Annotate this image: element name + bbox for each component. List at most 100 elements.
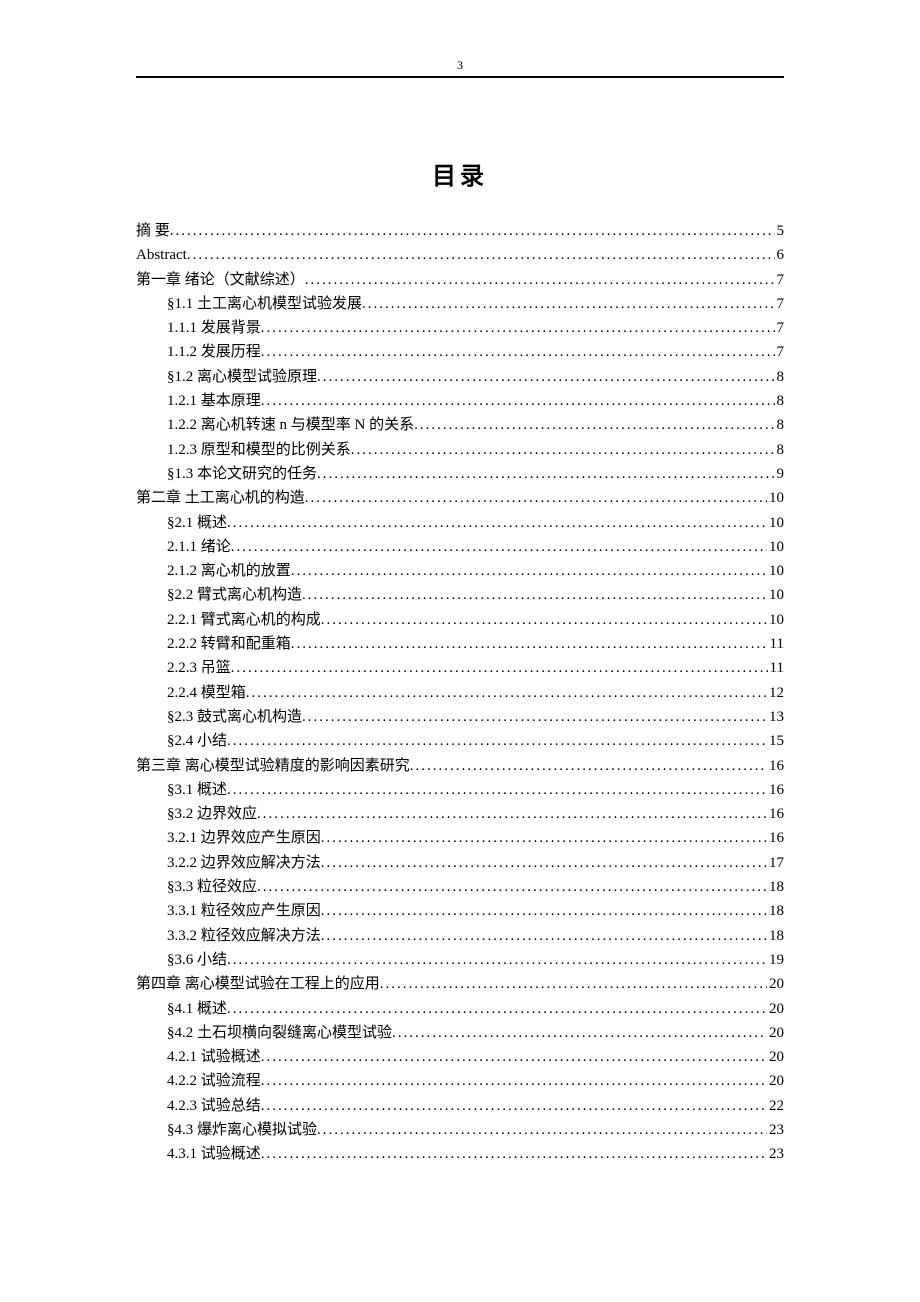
toc-entry-label: §3.1 概述	[167, 778, 227, 802]
toc-entry-label: 3.3.1 粒径效应产生原因	[167, 899, 321, 923]
toc-entry: §4.3 爆炸离心模拟试验23	[136, 1118, 784, 1142]
toc-leader-dots	[227, 729, 767, 753]
toc-entry-page: 10	[767, 535, 784, 559]
toc-entry-page: 11	[768, 632, 784, 656]
toc-entry-label: 2.2.4 模型箱	[167, 681, 246, 705]
toc-leader-dots	[231, 656, 768, 680]
toc-entry-page: 13	[767, 705, 784, 729]
toc-entry: 2.2.1 臂式离心机的构成 10	[136, 608, 784, 632]
toc-leader-dots	[261, 1094, 767, 1118]
toc-entry-page: 16	[767, 778, 784, 802]
toc-entry-page: 10	[767, 608, 784, 632]
toc-entry: 4.2.2 试验流程20	[136, 1069, 784, 1093]
toc-entry: 4.2.3 试验总结22	[136, 1094, 784, 1118]
toc-entry-page: 9	[775, 462, 785, 486]
toc-entry: 4.3.1 试验概述23	[136, 1142, 784, 1166]
toc-entry: 1.2.2 离心机转速 n 与模型率 N 的关系 8	[136, 413, 784, 437]
toc-entry: §1.1 土工离心机模型试验发展 7	[136, 292, 784, 316]
toc-leader-dots	[261, 1142, 767, 1166]
toc-leader-dots	[321, 608, 767, 632]
toc-entry: 1.1.1 发展背景7	[136, 316, 784, 340]
toc-entry-label: §4.2 土石坝横向裂缝离心模型试验	[167, 1021, 392, 1045]
toc-leader-dots	[321, 851, 767, 875]
toc-leader-dots	[302, 583, 767, 607]
toc-entry: 1.1.2 发展历程7	[136, 340, 784, 364]
toc-entry-label: 1.2.2 离心机转速 n 与模型率 N 的关系	[167, 413, 414, 437]
toc-entry-label: 4.2.1 试验概述	[167, 1045, 261, 1069]
toc-entry-label: 1.2.3 原型和模型的比例关系	[167, 438, 351, 462]
toc-leader-dots	[261, 389, 775, 413]
toc-entry-page: 20	[767, 997, 784, 1021]
toc-leader-dots	[261, 316, 775, 340]
toc-entry-page: 8	[775, 413, 785, 437]
toc-entry-label: 2.1.2 离心机的放置	[167, 559, 291, 583]
toc-entry: §3.6 小结19	[136, 948, 784, 972]
toc-entry: §2.1 概述 10	[136, 511, 784, 535]
toc-leader-dots	[227, 997, 767, 1021]
toc-entry-label: 2.2.1 臂式离心机的构成	[167, 608, 321, 632]
toc-entry-label: 4.2.2 试验流程	[167, 1069, 261, 1093]
toc-entry-label: 2.2.3 吊篮	[167, 656, 231, 680]
toc-entry-page: 18	[767, 875, 784, 899]
toc-entry: §3.1 概述 16	[136, 778, 784, 802]
toc-entry-page: 8	[775, 365, 785, 389]
toc-entry-page: 11	[768, 656, 784, 680]
toc-entry-page: 18	[767, 924, 784, 948]
toc-entry: Abstract6	[136, 243, 784, 267]
toc-entry: 3.3.1 粒径效应产生原因 18	[136, 899, 784, 923]
toc-leader-dots	[257, 802, 767, 826]
toc-entry: 2.2.3 吊篮 11	[136, 656, 784, 680]
toc-entry-page: 5	[775, 219, 785, 243]
toc-entry-page: 15	[767, 729, 784, 753]
toc-entry: §2.2 臂式离心机构造10	[136, 583, 784, 607]
toc-entry-page: 10	[767, 559, 784, 583]
toc-entry-page: 7	[775, 292, 785, 316]
toc-entry-label: §1.1 土工离心机模型试验发展	[167, 292, 362, 316]
toc-leader-dots	[317, 365, 774, 389]
toc-entry-label: 3.2.2 边界效应解决方法	[167, 851, 321, 875]
toc-entry-label: 第三章 离心模型试验精度的影响因素研究	[136, 754, 410, 778]
toc-entry-page: 12	[767, 681, 784, 705]
toc-entry-label: 第四章 离心模型试验在工程上的应用	[136, 972, 380, 996]
toc-leader-dots	[227, 511, 767, 535]
toc-entry-label: §4.1 概述	[167, 997, 227, 1021]
toc-entry-label: 1.1.1 发展背景	[167, 316, 261, 340]
toc-entry-label: §2.3 鼓式离心机构造	[167, 705, 302, 729]
toc-entry-page: 10	[767, 486, 784, 510]
toc-entry-page: 16	[767, 826, 784, 850]
toc-list: 摘 要5Abstract6第一章 绪论（文献综述）7§1.1 土工离心机模型试验…	[136, 219, 784, 1167]
toc-leader-dots	[261, 340, 775, 364]
toc-leader-dots	[302, 705, 767, 729]
toc-entry: 第三章 离心模型试验精度的影响因素研究 16	[136, 754, 784, 778]
page-content: 目录 摘 要5Abstract6第一章 绪论（文献综述）7§1.1 土工离心机模…	[136, 156, 784, 1167]
toc-entry-label: §1.2 离心模型试验原理	[167, 365, 317, 389]
toc-entry-page: 16	[767, 754, 784, 778]
toc-entry-label: 3.3.2 粒径效应解决方法	[167, 924, 321, 948]
toc-entry-page: 23	[767, 1118, 784, 1142]
toc-entry-label: §3.3 粒径效应	[167, 875, 257, 899]
toc-entry-page: 18	[767, 899, 784, 923]
toc-entry-label: 1.2.1 基本原理	[167, 389, 261, 413]
toc-leader-dots	[317, 462, 774, 486]
toc-entry-page: 20	[767, 1045, 784, 1069]
toc-leader-dots	[305, 486, 767, 510]
toc-leader-dots	[261, 1045, 767, 1069]
toc-leader-dots	[321, 924, 767, 948]
toc-entry-label: §2.1 概述	[167, 511, 227, 535]
toc-entry-label: Abstract	[136, 243, 187, 267]
toc-entry-label: 2.1.1 绪论	[167, 535, 231, 559]
toc-leader-dots	[231, 535, 767, 559]
toc-entry: §2.3 鼓式离心机构造 13	[136, 705, 784, 729]
toc-leader-dots	[362, 292, 774, 316]
toc-entry-label: 4.2.3 试验总结	[167, 1094, 261, 1118]
toc-entry-page: 16	[767, 802, 784, 826]
toc-entry-page: 10	[767, 511, 784, 535]
toc-entry-page: 19	[767, 948, 784, 972]
toc-entry: 1.2.1 基本原理8	[136, 389, 784, 413]
toc-entry-label: §2.4 小结	[167, 729, 227, 753]
toc-entry-label: §2.2 臂式离心机构造	[167, 583, 302, 607]
toc-leader-dots	[351, 438, 775, 462]
toc-leader-dots	[291, 632, 768, 656]
toc-entry: 1.2.3 原型和模型的比例关系8	[136, 438, 784, 462]
toc-leader-dots	[291, 559, 767, 583]
